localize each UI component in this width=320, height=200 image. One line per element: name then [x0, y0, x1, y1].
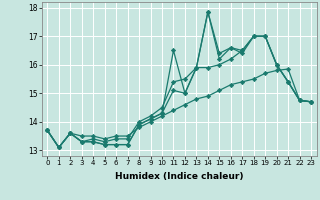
- X-axis label: Humidex (Indice chaleur): Humidex (Indice chaleur): [115, 172, 244, 181]
